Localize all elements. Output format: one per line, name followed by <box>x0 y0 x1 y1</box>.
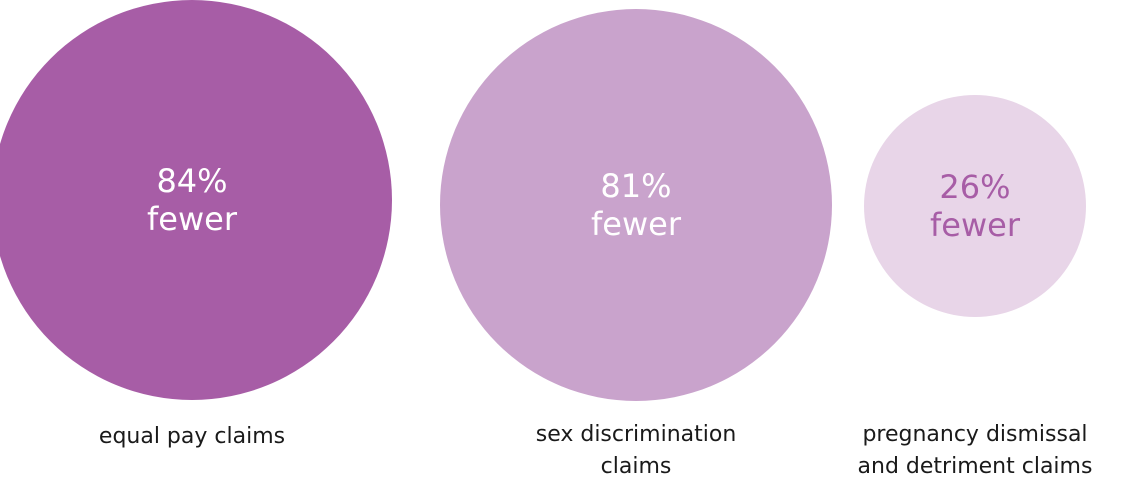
bubble-label-pregnancy-line-1: pregnancy dismissal <box>862 422 1088 447</box>
bubble-suffix-equal-pay: fewer <box>147 200 237 238</box>
bubble-equal-pay: 84% fewer <box>0 0 392 400</box>
bubble-label-equal-pay: equal pay claims <box>72 421 312 453</box>
bubble-label-sex-discrimination-line-1: sex discrimination <box>535 422 737 447</box>
bubble-suffix-sex-discrimination: fewer <box>591 204 681 243</box>
bubble-suffix-pregnancy: fewer <box>930 205 1020 244</box>
bubble-value-text-pregnancy: 26% fewer <box>864 168 1087 244</box>
bubble-label-equal-pay-line-1: equal pay claims <box>98 424 286 449</box>
bubble-label-sex-discrimination: sex discrimination claims <box>495 419 777 483</box>
bubble-value-text-sex-discrimination: 81% fewer <box>440 167 833 243</box>
bubble-percent-equal-pay: 84% <box>156 162 228 200</box>
bubble-sex-discrimination: 81% fewer <box>439 8 833 402</box>
bubble-percent-pregnancy: 26% <box>939 167 1011 206</box>
bubble-label-pregnancy-line-2: and detriment claims <box>857 454 1093 479</box>
bubble-pregnancy: 26% fewer <box>863 94 1087 318</box>
bubble-label-pregnancy: pregnancy dismissal and detriment claims <box>829 419 1121 483</box>
bubble-percent-sex-discrimination: 81% <box>600 166 672 205</box>
bubble-label-sex-discrimination-line-2: claims <box>600 454 672 479</box>
bubble-value-text-equal-pay: 84% fewer <box>0 162 392 238</box>
